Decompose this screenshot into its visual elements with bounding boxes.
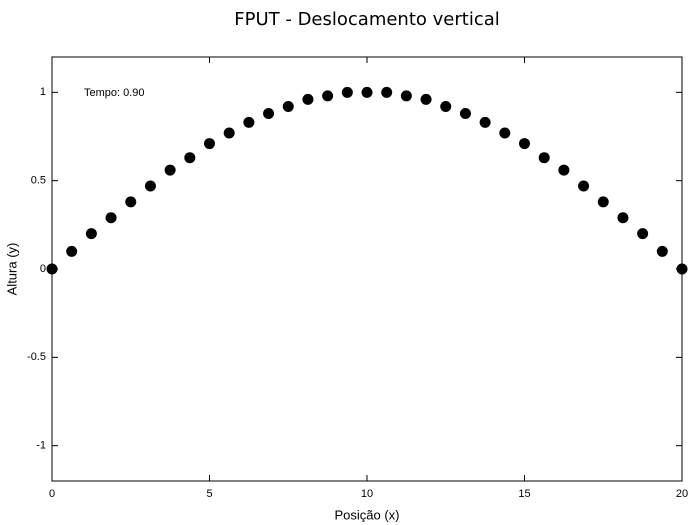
point	[637, 228, 649, 240]
point	[322, 90, 334, 102]
point	[223, 127, 235, 139]
point	[459, 108, 471, 120]
point	[66, 245, 78, 257]
point	[479, 116, 491, 128]
point	[499, 127, 511, 139]
point	[617, 212, 629, 224]
x-tick-label: 5	[206, 488, 212, 500]
point	[164, 164, 176, 176]
point	[282, 100, 294, 112]
y-tick-label: 1	[40, 86, 46, 98]
point	[676, 263, 688, 275]
point	[204, 138, 215, 150]
point	[361, 86, 373, 98]
point	[558, 164, 570, 176]
y-tick-label: -1	[36, 440, 46, 452]
point	[400, 90, 412, 102]
x-tick-label: 15	[518, 488, 530, 500]
point	[144, 180, 156, 192]
x-axis-label: Posição (x)	[334, 507, 399, 522]
point	[46, 263, 58, 275]
point	[381, 86, 393, 98]
point	[538, 152, 550, 164]
point	[263, 108, 275, 120]
y-tick-label: -0.5	[27, 351, 46, 363]
annotation: Tempo: 0.90	[84, 87, 145, 99]
point	[125, 196, 137, 208]
point	[656, 245, 668, 257]
x-tick-label: 0	[49, 488, 55, 500]
point	[184, 152, 196, 164]
point	[440, 100, 452, 112]
point	[85, 228, 97, 240]
x-tick-label: 10	[361, 488, 373, 500]
point	[341, 86, 353, 98]
point	[519, 138, 530, 150]
point	[302, 93, 314, 105]
point	[105, 212, 117, 224]
point	[578, 180, 590, 192]
chart-title: FPUT - Deslocamento vertical	[234, 9, 500, 30]
y-axis-label: Altura (y)	[4, 243, 19, 296]
y-tick-label: 0	[40, 263, 46, 275]
point	[243, 116, 255, 128]
x-tick-label: 20	[676, 488, 688, 500]
point	[420, 93, 432, 105]
point	[597, 196, 609, 208]
y-tick-label: 0.5	[31, 175, 46, 187]
